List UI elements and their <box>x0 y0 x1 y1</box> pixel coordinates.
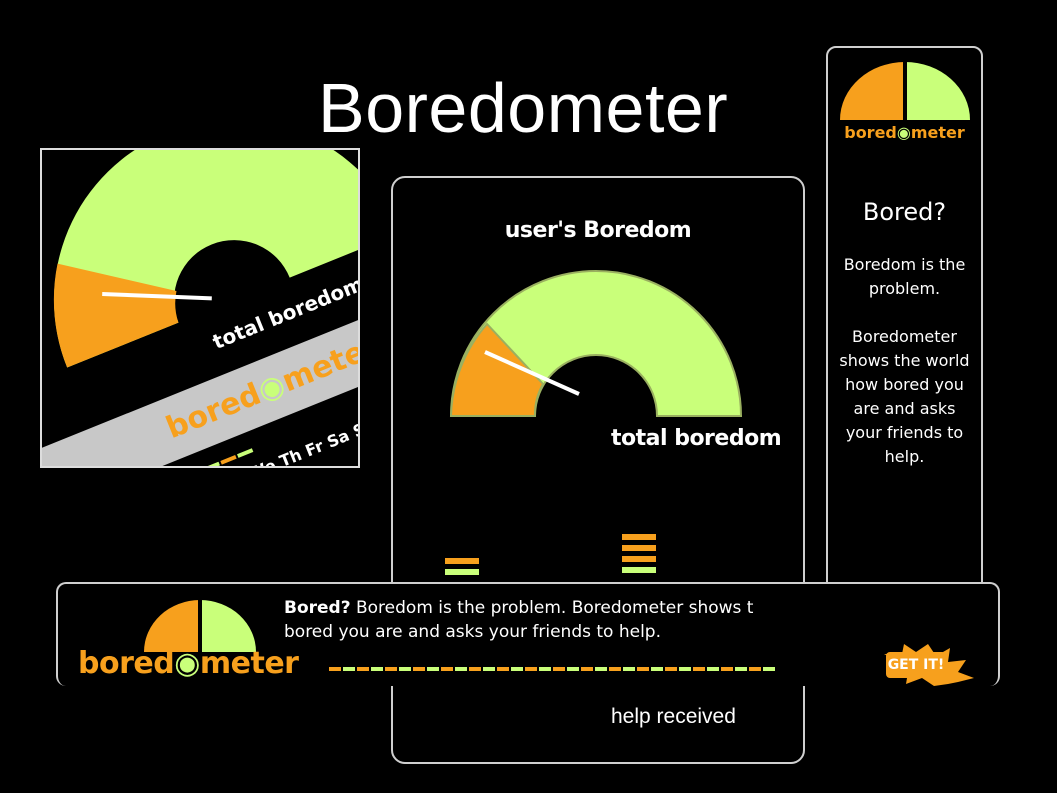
banner-logo-suffix: meter <box>199 646 299 681</box>
get-it-button[interactable]: GET IT! <box>886 652 946 678</box>
owl-face-icon: ◉ <box>174 646 200 681</box>
banner-dash-bars <box>328 658 776 677</box>
right-heading: Bored? <box>862 198 947 226</box>
right-logo-text: bored◉meter <box>828 123 981 142</box>
gauge-icon <box>449 270 743 417</box>
right-gauge-icon <box>840 62 970 120</box>
help-received-label: help received <box>611 705 736 728</box>
right-body: Boredom is the problem. Boredometer show… <box>836 253 973 493</box>
banner-line-1: Boredom is the problem. Boredometer show… <box>350 598 754 618</box>
owl-face-icon: ◉ <box>896 123 911 142</box>
right-sidebar: bored◉meter Bored? Boredom is the proble… <box>826 46 983 650</box>
help-bar-2 <box>622 534 656 573</box>
right-logo-prefix: bored <box>844 123 897 142</box>
right-body-1: Boredom is the problem. <box>843 255 966 298</box>
banner-gauge-icon <box>144 600 256 652</box>
banner-bold-lead: Bored? <box>284 598 351 618</box>
right-body-2: Boredometer shows the world how bored yo… <box>839 327 970 466</box>
left-panel-screenshot: total boredom bored◉meter Mo Tu We Th Fr… <box>40 148 360 468</box>
center-heading: user's Boredom <box>504 218 692 243</box>
banner-logo-prefix: bored <box>78 646 175 681</box>
banner-logo-text: bored◉meter <box>78 646 299 681</box>
bottom-banner: Bored? Boredom is the problem. Boredomet… <box>56 582 1000 686</box>
help-bar-1 <box>445 558 479 575</box>
slide-title: Boredometer <box>318 69 729 147</box>
left-panel-content: total boredom bored◉meter Mo Tu We Th Fr… <box>42 150 358 466</box>
right-logo-suffix: meter <box>910 123 965 142</box>
banner-line-2: bored you are and asks your friends to h… <box>284 622 661 642</box>
banner-text: Bored? Boredom is the problem. Boredomet… <box>284 596 844 644</box>
left-gauge-icon <box>53 150 358 368</box>
center-gauge-label: total boredom <box>611 426 782 451</box>
